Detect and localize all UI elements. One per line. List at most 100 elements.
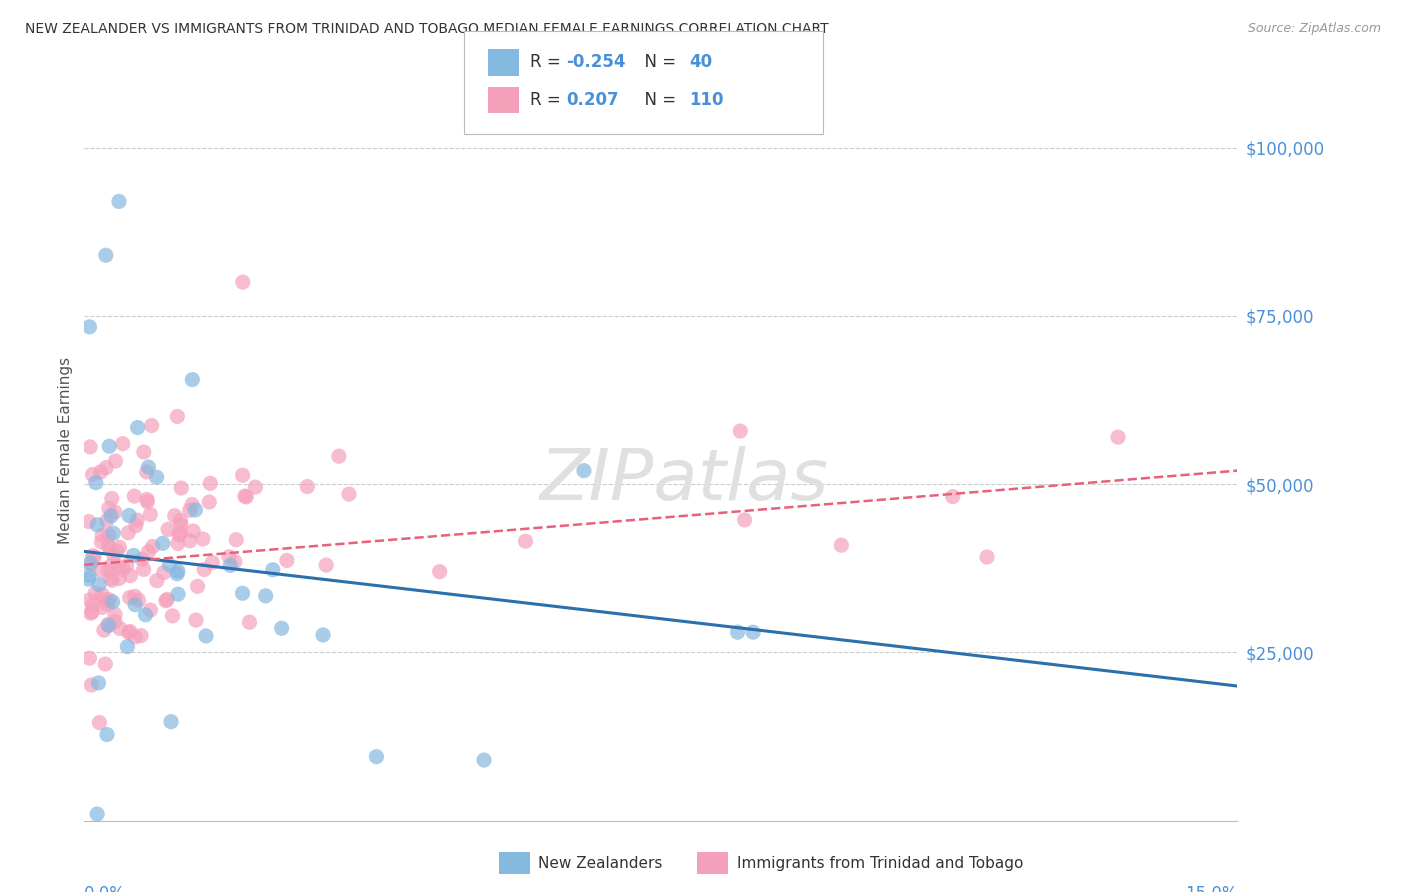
Point — [86, 517, 108, 532]
Point — [315, 558, 337, 573]
Point — [98, 592, 121, 607]
Point — [105, 544, 128, 558]
Point — [312, 628, 335, 642]
Point — [200, 476, 222, 491]
Point — [96, 514, 118, 528]
Point — [132, 562, 155, 576]
Point — [79, 651, 101, 665]
Point — [84, 475, 107, 490]
Point — [153, 566, 176, 580]
Point — [218, 549, 240, 564]
Point — [87, 577, 110, 591]
Point — [127, 513, 149, 527]
Point — [139, 508, 162, 522]
Point — [337, 487, 360, 501]
Point — [79, 440, 101, 454]
Point — [167, 587, 190, 601]
Point — [82, 549, 104, 563]
Point — [830, 538, 852, 552]
Point — [232, 275, 254, 289]
Point — [366, 749, 388, 764]
Point — [80, 606, 103, 620]
Point — [162, 608, 184, 623]
Point — [139, 603, 162, 617]
Point — [84, 586, 107, 600]
Point — [262, 563, 284, 577]
Point — [101, 595, 124, 609]
Point — [94, 592, 117, 607]
Point — [91, 600, 114, 615]
Point — [118, 624, 141, 639]
Point — [129, 629, 152, 643]
Point — [727, 625, 749, 640]
Point — [184, 613, 207, 627]
Point — [125, 518, 148, 533]
Text: 0.0%: 0.0% — [84, 885, 127, 892]
Point — [167, 528, 190, 542]
Text: NEW ZEALANDER VS IMMIGRANTS FROM TRINIDAD AND TOBAGO MEDIAN FEMALE EARNINGS CORR: NEW ZEALANDER VS IMMIGRANTS FROM TRINIDA… — [25, 22, 830, 37]
Point — [219, 558, 242, 573]
Point — [138, 545, 160, 559]
Point — [132, 445, 155, 459]
Point — [152, 536, 174, 550]
Point — [80, 678, 103, 692]
Point — [155, 593, 177, 607]
Point — [115, 558, 138, 573]
Point — [118, 591, 141, 605]
Point — [77, 568, 100, 582]
Point — [134, 607, 156, 622]
Point — [117, 640, 139, 654]
Point — [122, 549, 145, 563]
Point — [193, 562, 215, 576]
Point — [79, 319, 101, 334]
Point — [141, 418, 163, 433]
Point — [146, 574, 169, 588]
Point — [297, 480, 319, 494]
Point — [98, 439, 121, 453]
Point — [104, 454, 127, 468]
Text: New Zealanders: New Zealanders — [538, 856, 662, 871]
Point — [136, 494, 159, 508]
Point — [108, 540, 131, 554]
Point — [135, 465, 157, 479]
Point — [79, 593, 101, 607]
Point — [184, 503, 207, 517]
Point — [96, 727, 118, 741]
Text: N =: N = — [634, 54, 682, 71]
Point — [472, 753, 495, 767]
Point — [120, 568, 142, 582]
Point — [166, 409, 188, 424]
Point — [79, 558, 101, 572]
Point — [101, 558, 124, 572]
Point — [96, 460, 118, 475]
Point — [157, 522, 180, 536]
Text: Source: ZipAtlas.com: Source: ZipAtlas.com — [1247, 22, 1381, 36]
Point — [181, 373, 204, 387]
Point — [91, 528, 114, 542]
Point — [90, 563, 112, 577]
Point — [103, 526, 125, 541]
Point — [276, 553, 298, 567]
Y-axis label: Median Female Earnings: Median Female Earnings — [58, 357, 73, 544]
Text: R =: R = — [530, 91, 567, 109]
Point — [1107, 430, 1129, 444]
Point — [108, 194, 131, 209]
Point — [97, 501, 120, 516]
Point — [79, 556, 101, 570]
Point — [159, 558, 181, 572]
Point — [127, 420, 149, 434]
Point — [167, 564, 190, 578]
Point — [169, 526, 191, 541]
Text: 0.207: 0.207 — [567, 91, 619, 109]
Point — [429, 565, 451, 579]
Point — [232, 468, 254, 483]
Point — [117, 525, 139, 540]
Point — [179, 503, 201, 517]
Point — [145, 470, 167, 484]
Point — [100, 571, 122, 585]
Point — [118, 508, 141, 523]
Point — [98, 540, 121, 554]
Point — [198, 495, 221, 509]
Text: ZIPatlas: ZIPatlas — [540, 446, 828, 515]
Point — [169, 514, 191, 528]
